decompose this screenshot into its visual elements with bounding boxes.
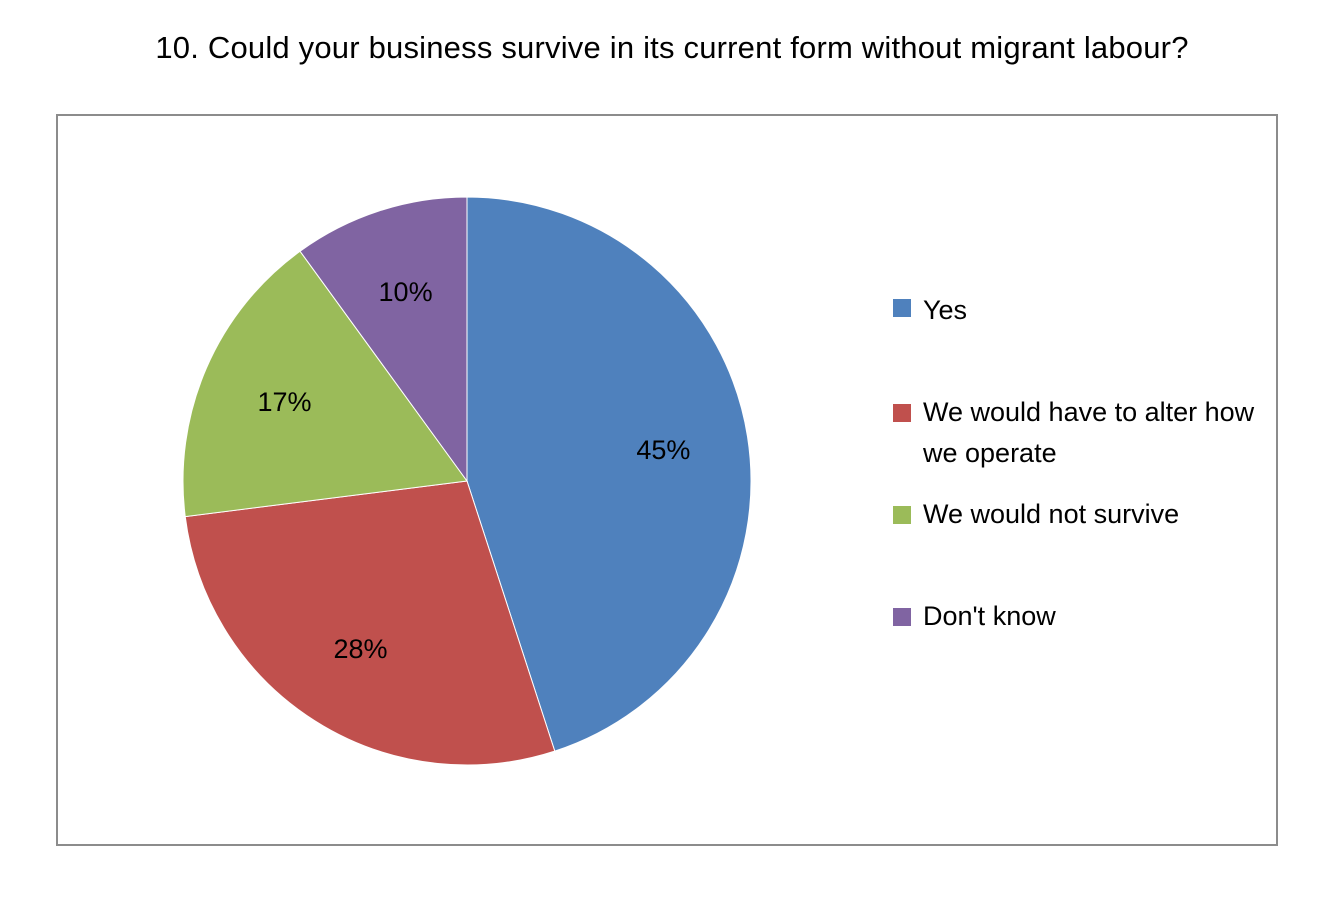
data-label-yes: 45%: [636, 435, 690, 465]
legend-swatch-not-survive: [893, 506, 911, 524]
data-label-alter: 28%: [333, 634, 387, 664]
legend-swatch-dont-know: [893, 608, 911, 626]
legend-label-not-survive: We would not survive: [923, 494, 1273, 535]
legend-label-yes: Yes: [923, 290, 1273, 331]
legend-swatch-yes: [893, 299, 911, 317]
legend-label-alter: We would have to alter how we operate: [923, 392, 1273, 474]
legend-swatch-alter: [893, 404, 911, 422]
data-label-not-survive: 17%: [258, 387, 312, 417]
legend-label-dont-know: Don't know: [923, 596, 1273, 637]
pie-slices: [183, 197, 751, 765]
data-label-dont-know: 10%: [379, 277, 433, 307]
